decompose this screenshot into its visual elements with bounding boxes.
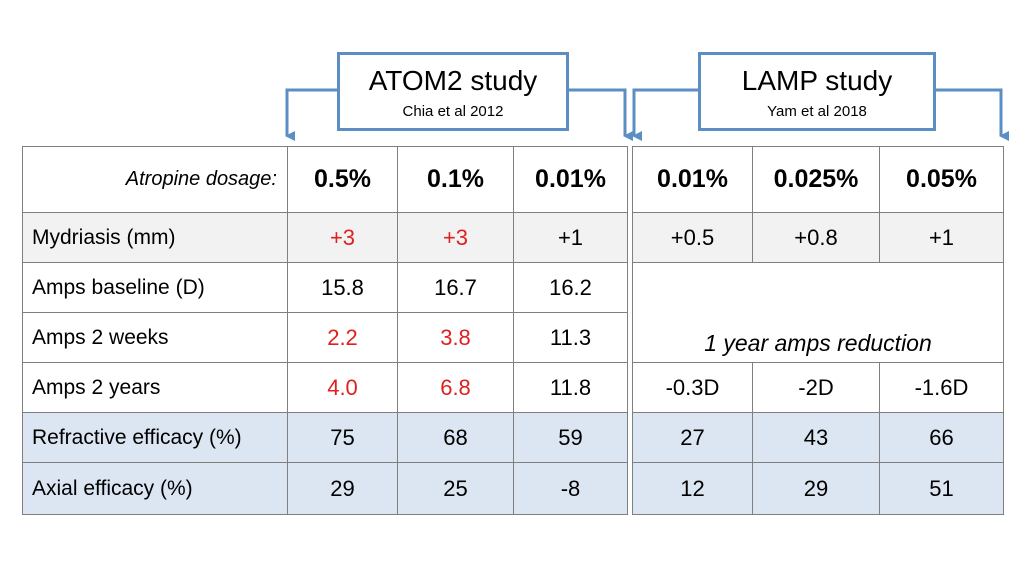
study-box: LAMP study Yam et al 2018: [698, 52, 936, 131]
row-label: Amps 2 weeks: [22, 312, 288, 363]
table-cell: -2D: [752, 362, 880, 413]
table-cell: 11.3: [513, 312, 628, 363]
table-cell: 43: [752, 412, 880, 463]
table-cell: 27: [632, 412, 753, 463]
table-cell: 29: [752, 462, 880, 515]
table-cell: 29: [287, 462, 398, 515]
arrow: [632, 88, 698, 141]
column-header: 0.01%: [632, 146, 753, 213]
row-label: Refractive efficacy (%): [22, 412, 288, 463]
table-cell: 75: [287, 412, 398, 463]
row-header-label: Atropine dosage:: [22, 146, 288, 213]
table-cell: 11.8: [513, 362, 628, 413]
table-cell: 4.0: [287, 362, 398, 413]
table-cell: +1: [879, 212, 1004, 263]
table-cell: +3: [287, 212, 398, 263]
table-cell: 59: [513, 412, 628, 463]
table-cell: 6.8: [397, 362, 514, 413]
column-header: 0.025%: [752, 146, 880, 213]
row-label: Mydriasis (mm): [22, 212, 288, 263]
table-cell: 16.7: [397, 262, 514, 313]
table-cell: -1.6D: [879, 362, 1004, 413]
table-cell: 25: [397, 462, 514, 515]
arrow: [285, 88, 337, 141]
column-header: 0.01%: [513, 146, 628, 213]
table-cell: +3: [397, 212, 514, 263]
row-label: Axial efficacy (%): [22, 462, 288, 515]
table-cell: 15.8: [287, 262, 398, 313]
table-cell: -8: [513, 462, 628, 515]
row-label: Amps 2 years: [22, 362, 288, 413]
table-cell: 51: [879, 462, 1004, 515]
arrow: [568, 88, 633, 141]
column-header: 0.05%: [879, 146, 1004, 213]
study-citation: Chia et al 2012: [402, 103, 504, 120]
table-cell: 66: [879, 412, 1004, 463]
table-cell: +0.8: [752, 212, 880, 263]
table-cell: +1: [513, 212, 628, 263]
study-citation: Yam et al 2018: [767, 103, 867, 120]
study-box: ATOM2 study Chia et al 2012: [337, 52, 569, 131]
study-title: ATOM2 study: [368, 65, 538, 96]
table-cell: 12: [632, 462, 753, 515]
table-cell: 16.2: [513, 262, 628, 313]
table-cell: 3.8: [397, 312, 514, 363]
column-header: 0.1%: [397, 146, 514, 213]
study-title: LAMP study: [741, 65, 893, 96]
column-header: 0.5%: [287, 146, 398, 213]
table-cell: 68: [397, 412, 514, 463]
table-cell: +0.5: [632, 212, 753, 263]
table-cell: 2.2: [287, 312, 398, 363]
arrow: [935, 88, 1009, 141]
merged-note: 1 year amps reduction: [632, 262, 1004, 363]
row-label: Amps baseline (D): [22, 262, 288, 313]
table-cell: -0.3D: [632, 362, 753, 413]
